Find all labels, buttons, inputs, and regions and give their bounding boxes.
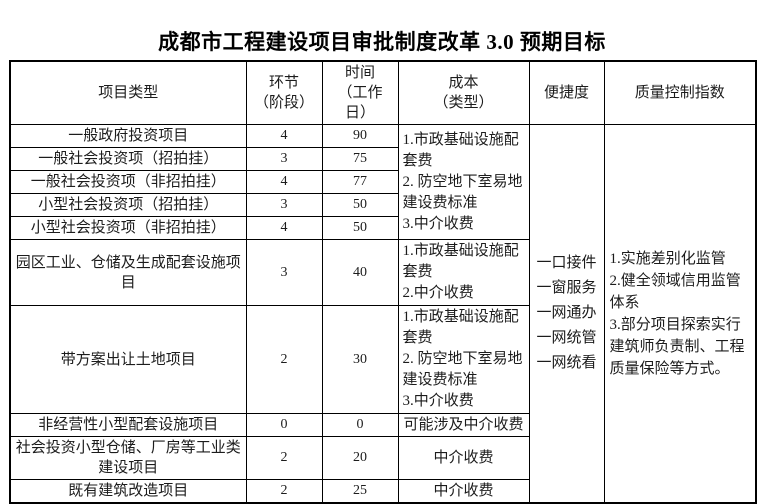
time-cell: 25 [321,479,399,504]
project-type-cell: 一般政府投资项目 [9,124,247,148]
project-type-cell: 小型社会投资项（招拍挂） [9,193,247,217]
header-convenience: 便捷度 [528,60,605,125]
stage-cell: 2 [245,436,323,480]
header-row: 项目类型 环节 （阶段） 时间 （工作 日） 成本 （类型） 便捷度 质量控制指… [9,60,757,125]
cost-cell: 中介收费 [397,479,530,504]
convenience-cell-merged: 一口接件 一窗服务 一网通办 一网统管 一网统看 [528,124,605,504]
quality-cell-merged: 1.实施差别化监管 2.健全领域信用监管体系 3.部分项目探索实行建筑师负责制、… [603,124,757,504]
header-project-type: 项目类型 [9,60,247,125]
header-cost: 成本 （类型） [397,60,530,125]
project-type-cell: 非经营性小型配套设施项目 [9,413,247,437]
time-cell: 40 [321,239,399,306]
approval-reform-table: 项目类型 环节 （阶段） 时间 （工作 日） 成本 （类型） 便捷度 质量控制指… [9,60,757,504]
table-row: 一般社会投资项（招拍挂） 3 75 [9,147,756,171]
stage-cell: 3 [245,193,323,217]
table-row: 一般政府投资项目 4 90 1.市政基础设施配套费 2. 防空地下室易地建设费标… [9,124,757,504]
time-cell: 50 [321,216,399,240]
table-row: 园区工业、仓储及生成配套设施项目 3 40 1.市政基础设施配套费 2.中介收费 [9,239,756,306]
time-cell: 30 [321,305,399,414]
project-type-cell: 小型社会投资项（非招拍挂） [9,216,247,240]
project-type-cell: 园区工业、仓储及生成配套设施项目 [9,239,247,306]
cost-cell-merged: 1.市政基础设施配套费 2. 防空地下室易地建设费标准 3.中介收费 [397,124,530,240]
time-cell: 20 [321,436,399,480]
cost-cell: 1.市政基础设施配套费 2.中介收费 [397,239,530,306]
project-type-cell: 社会投资小型仓储、厂房等工业类建设项目 [9,436,247,480]
time-cell: 77 [321,170,399,194]
time-cell: 50 [321,193,399,217]
stage-cell: 4 [245,124,323,148]
header-stage: 环节 （阶段） [245,60,323,125]
table-row: 非经营性小型配套设施项目 0 0 可能涉及中介收费 [9,413,756,437]
time-cell: 0 [321,413,399,437]
table-row: 小型社会投资项（非招拍挂） 4 50 [9,216,756,240]
project-type-cell: 既有建筑改造项目 [9,479,247,504]
header-time: 时间 （工作 日） [321,60,399,125]
stage-cell: 2 [245,305,323,414]
project-type-cell: 带方案出让土地项目 [9,305,247,414]
cost-cell: 1.市政基础设施配套费 2. 防空地下室易地建设费标准 3.中介收费 [397,305,530,414]
project-type-cell: 一般社会投资项（招拍挂） [9,147,247,171]
stage-cell: 3 [245,147,323,171]
header-quality: 质量控制指数 [603,60,757,125]
time-cell: 90 [321,124,399,148]
stage-cell: 4 [245,216,323,240]
time-cell: 75 [321,147,399,171]
stage-cell: 0 [245,413,323,437]
cost-cell: 可能涉及中介收费 [397,413,530,437]
page-title: 成都市工程建设项目审批制度改革 3.0 预期目标 [158,30,606,54]
stage-cell: 3 [245,239,323,306]
project-type-cell: 一般社会投资项（非招拍挂） [9,170,247,194]
table-row: 带方案出让土地项目 2 30 1.市政基础设施配套费 2. 防空地下室易地建设费… [9,305,756,414]
stage-cell: 2 [245,479,323,504]
table-row: 社会投资小型仓储、厂房等工业类建设项目 2 20 中介收费 [9,436,756,480]
cost-cell: 中介收费 [397,436,530,480]
stage-cell: 4 [245,170,323,194]
